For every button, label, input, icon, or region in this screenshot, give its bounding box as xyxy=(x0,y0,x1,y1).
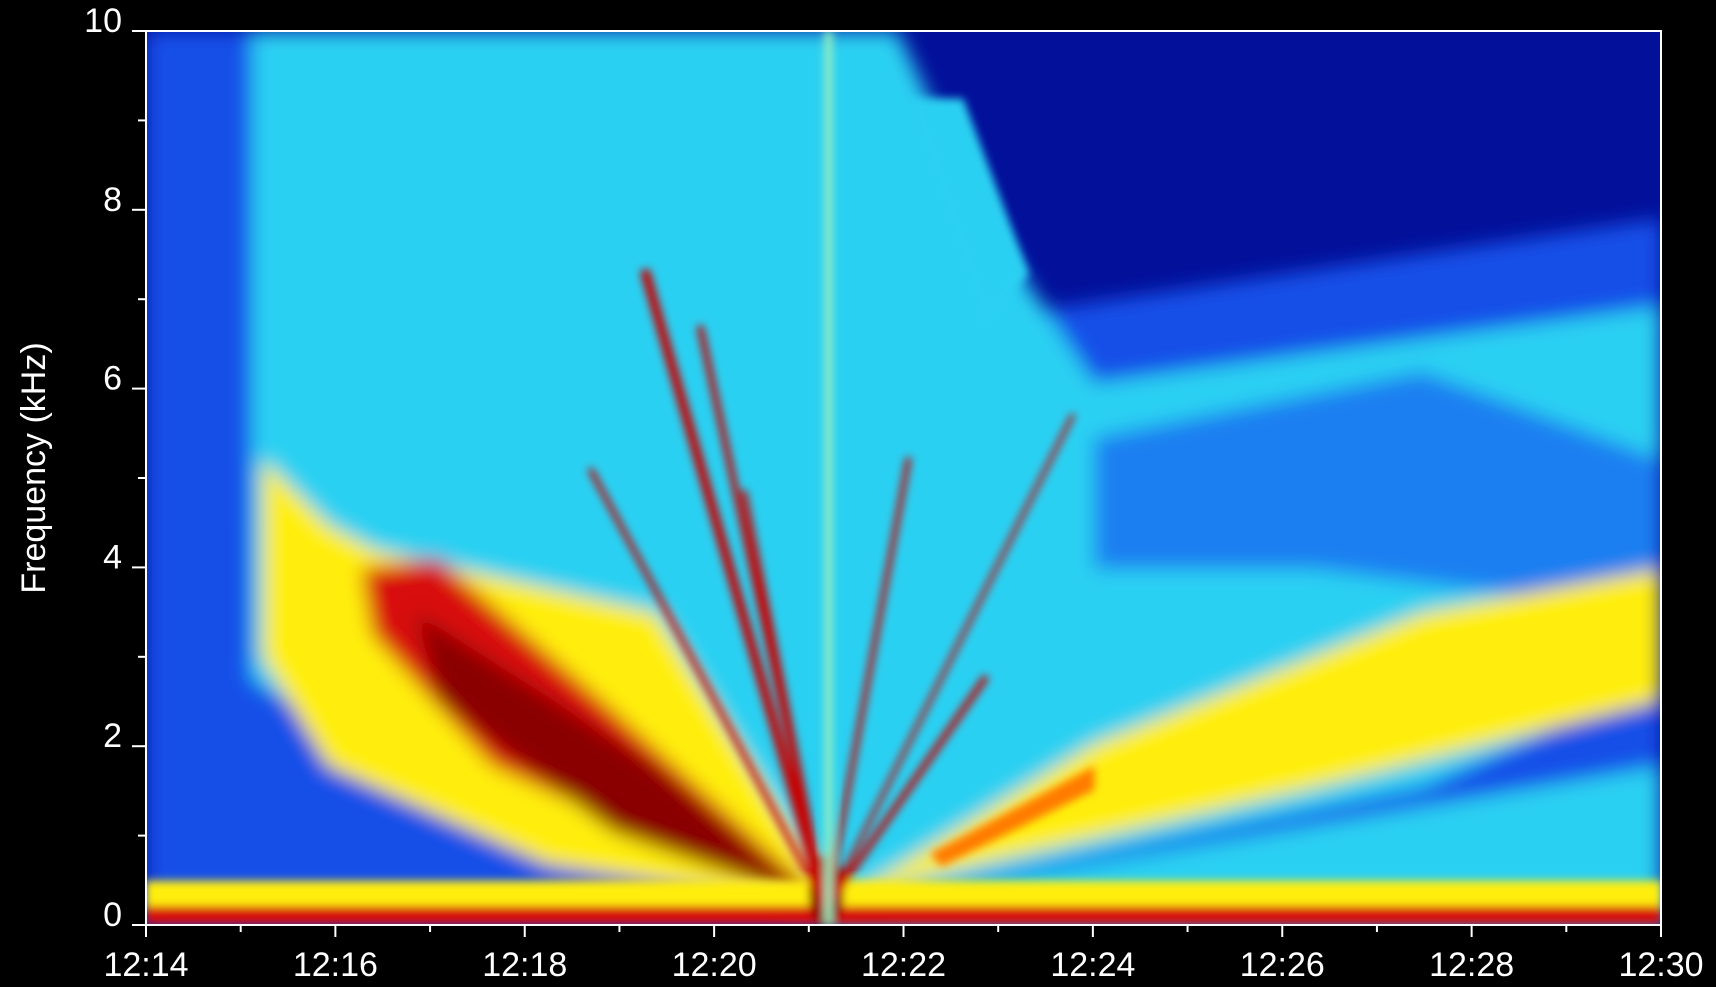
x-tick-label: 12:26 xyxy=(1240,946,1325,984)
y-tick-label: 2 xyxy=(103,717,122,755)
y-tick-label: 8 xyxy=(103,181,122,219)
x-tick-label: 12:30 xyxy=(1618,946,1703,984)
y-tick-label: 10 xyxy=(84,2,122,40)
x-tick-label: 12:18 xyxy=(482,946,567,984)
y-axis-label: Frequency (kHz) xyxy=(15,342,53,593)
x-tick-label: 12:16 xyxy=(293,946,378,984)
x-tick-label: 12:24 xyxy=(1050,946,1135,984)
spectrogram-image xyxy=(145,30,1662,925)
y-tick-label: 6 xyxy=(103,360,122,398)
x-tick-label: 12:28 xyxy=(1429,946,1514,984)
x-tick-label: 12:22 xyxy=(861,946,946,984)
y-tick-label: 4 xyxy=(103,538,122,576)
x-tick-label: 12:14 xyxy=(103,946,188,984)
y-tick-label: 0 xyxy=(103,896,122,934)
x-tick-label: 12:20 xyxy=(672,946,757,984)
